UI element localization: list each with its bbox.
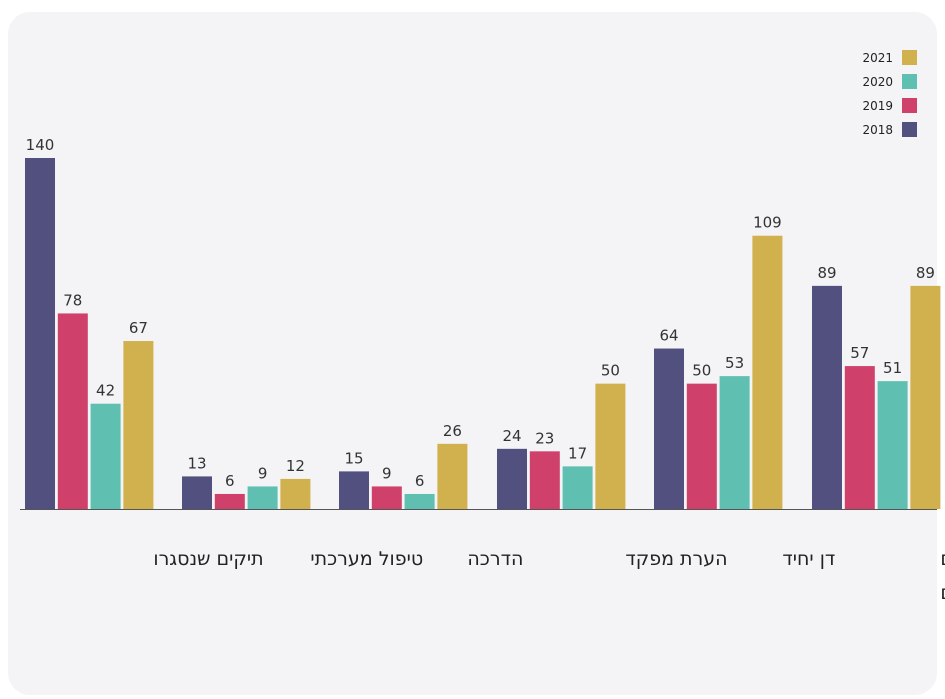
value-label-2019-3: 23 bbox=[535, 429, 554, 447]
category-label-0: תיקים שנסגרו bbox=[153, 548, 263, 570]
category-label-5: כתבי אישום bbox=[940, 548, 945, 570]
value-label-2021-4: 109 bbox=[753, 214, 782, 232]
value-label-2020-3: 17 bbox=[568, 444, 587, 462]
value-label-2018-2: 15 bbox=[344, 449, 363, 467]
bar-2021-5 bbox=[910, 285, 941, 509]
value-label-2018-0: 140 bbox=[26, 136, 55, 154]
value-label-2021-0: 67 bbox=[129, 319, 148, 337]
bar-2019-2 bbox=[371, 486, 402, 509]
bar-2018-3 bbox=[497, 448, 527, 509]
legend-swatch-2019 bbox=[902, 98, 917, 113]
legend-label-2021: 2021 bbox=[862, 51, 893, 65]
bar-2018-0 bbox=[25, 158, 55, 509]
bar-2021-1 bbox=[280, 478, 311, 509]
value-label-2018-5: 89 bbox=[817, 264, 836, 282]
category-label-4: דן יחיד bbox=[782, 548, 835, 570]
bar-2020-0 bbox=[90, 403, 121, 509]
legend-label-2020: 2020 bbox=[862, 75, 893, 89]
value-label-2019-2: 9 bbox=[382, 464, 392, 482]
value-label-2019-5: 57 bbox=[850, 344, 869, 362]
legend-label-2019: 2019 bbox=[862, 99, 893, 113]
value-label-2019-4: 50 bbox=[692, 362, 711, 380]
value-label-2021-3: 50 bbox=[601, 362, 620, 380]
bar-2019-0 bbox=[57, 313, 88, 509]
category-label-2: הדרכה bbox=[467, 548, 523, 570]
value-label-2020-5: 51 bbox=[883, 359, 902, 377]
value-label-2019-1: 6 bbox=[225, 472, 235, 490]
value-label-2018-1: 13 bbox=[187, 454, 206, 472]
bar-2018-1 bbox=[182, 476, 212, 509]
value-label-2021-1: 12 bbox=[286, 457, 305, 475]
value-label-2020-0: 42 bbox=[96, 382, 115, 400]
bar-2020-4 bbox=[719, 376, 750, 509]
category-label-5-line2: שהוגשו לביד"ם bbox=[940, 582, 945, 604]
category-labels-layer: תיקים שנסגרו טיפול מערכתי הדרכה הערת מפקד דן… bbox=[153, 548, 945, 604]
value-label-2018-4: 64 bbox=[659, 327, 678, 345]
bar-2020-5 bbox=[877, 381, 908, 509]
bar-2018-2 bbox=[339, 471, 369, 509]
value-label-2021-5: 89 bbox=[916, 264, 935, 282]
bar-2019-4 bbox=[686, 383, 717, 509]
value-label-2020-2: 6 bbox=[415, 472, 425, 490]
bar-2020-1 bbox=[247, 486, 278, 509]
value-label-2020-1: 9 bbox=[258, 464, 268, 482]
bar-2021-0 bbox=[123, 341, 154, 509]
bar-2021-2 bbox=[437, 443, 468, 509]
category-label-3: הערת מפקד bbox=[625, 548, 727, 570]
value-labels-layer: 140 78 42 67 13 6 9 12 15 9 6 26 24 23 17 50 64 50 53 109 89… bbox=[26, 136, 935, 490]
bar-2019-1 bbox=[214, 493, 245, 509]
value-label-2020-4: 53 bbox=[725, 354, 744, 372]
legend-swatch-2018 bbox=[902, 122, 917, 137]
legend-swatch-2020 bbox=[902, 74, 917, 89]
bars-layer bbox=[25, 158, 941, 509]
bar-2019-3 bbox=[529, 451, 560, 509]
category-label-1: טיפול מערכתי bbox=[310, 548, 423, 570]
legend-label-2018: 2018 bbox=[862, 123, 893, 137]
legend: 2021 2020 2019 2018 bbox=[862, 50, 917, 137]
bar-2020-3 bbox=[562, 466, 593, 509]
bar-2018-5 bbox=[812, 285, 842, 509]
value-label-2021-2: 26 bbox=[443, 422, 462, 440]
value-label-2018-3: 24 bbox=[502, 427, 521, 445]
bar-2018-4 bbox=[654, 348, 684, 509]
bar-2021-4 bbox=[752, 235, 783, 509]
bar-2021-3 bbox=[595, 383, 626, 509]
legend-swatch-2021 bbox=[902, 50, 917, 65]
bar-2020-2 bbox=[404, 493, 435, 509]
value-label-2019-0: 78 bbox=[63, 291, 82, 309]
bar-2019-5 bbox=[844, 366, 875, 509]
